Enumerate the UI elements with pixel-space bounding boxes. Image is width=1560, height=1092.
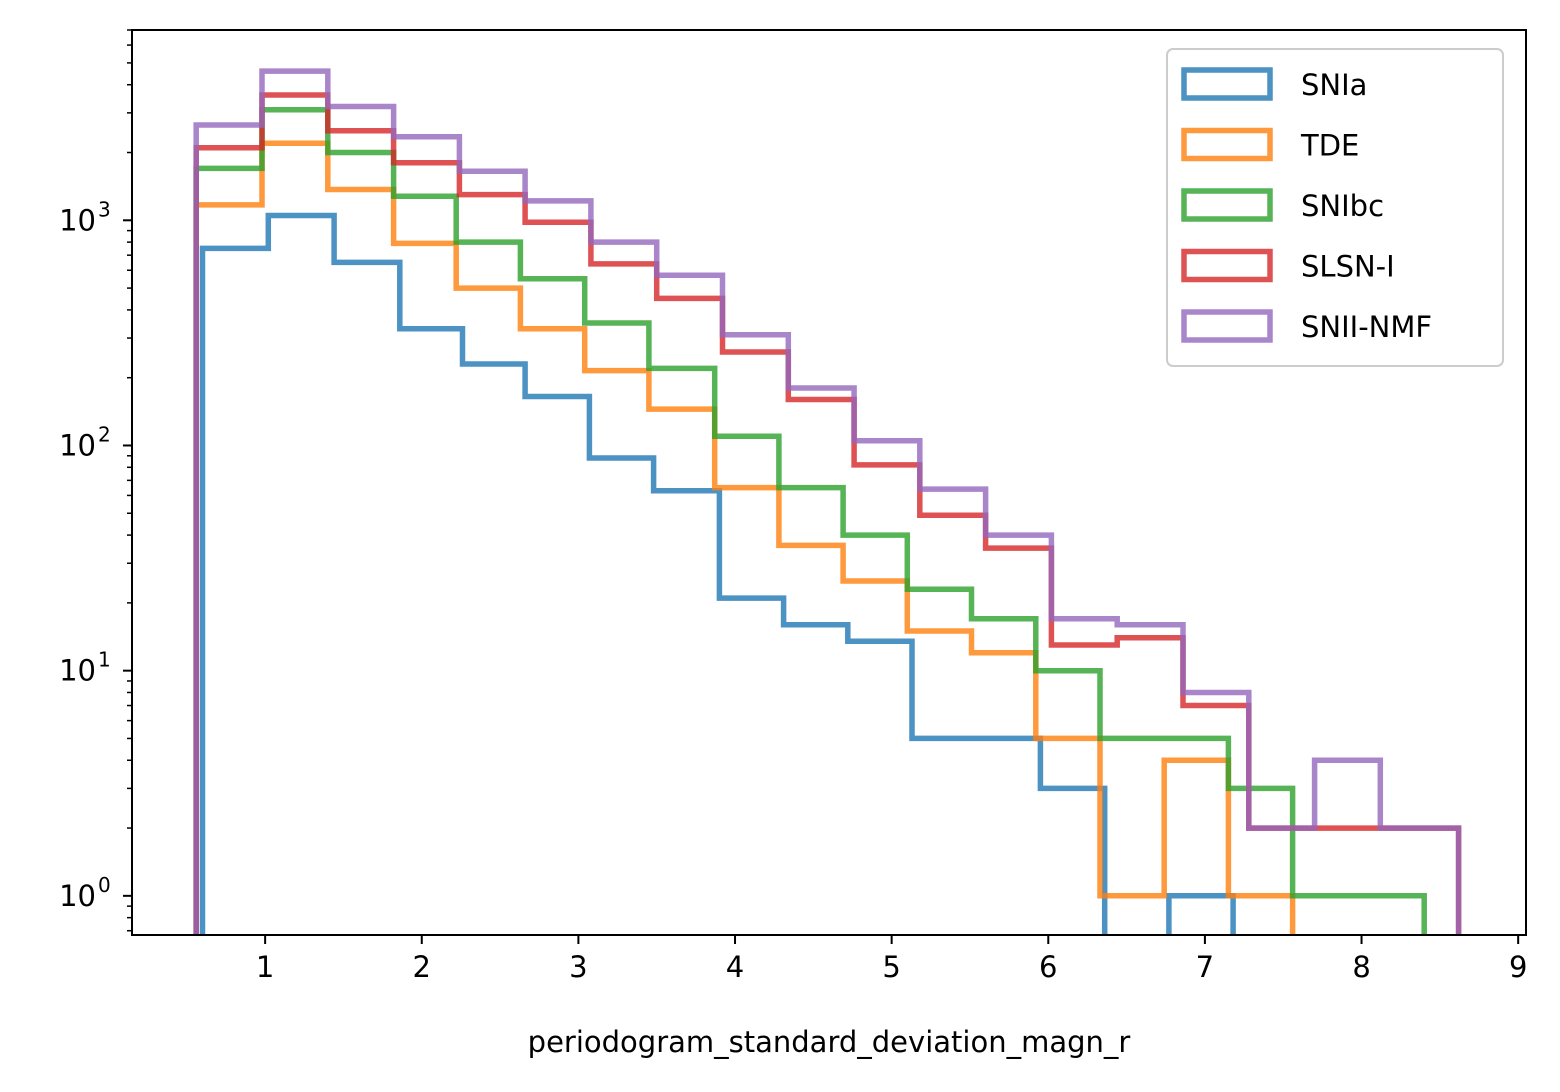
series-snia-outline xyxy=(199,212,1236,935)
legend-label-slsn-i: SLSN-I xyxy=(1301,250,1395,284)
x-axis: 1 2 3 4 5 6 7 8 9 xyxy=(256,935,1527,984)
x-tick-label: 4 xyxy=(726,950,744,984)
legend-swatch-slsn-i xyxy=(1181,248,1273,283)
y-tick-label: 10 xyxy=(59,879,96,913)
y-tick-exponent: 0 xyxy=(98,873,111,897)
series-snii-nmf-outline xyxy=(193,68,1462,935)
y-tick-exponent: 2 xyxy=(98,422,111,446)
x-tick-label: 7 xyxy=(1196,950,1214,984)
x-tick-label: 2 xyxy=(413,950,431,984)
legend-label-snii-nmf: SNII-NMF xyxy=(1301,310,1432,344)
y-tick-exponent: 1 xyxy=(98,648,111,672)
x-tick-label: 9 xyxy=(1509,950,1527,984)
plot-frame xyxy=(131,29,1527,936)
legend-label-snia: SNIa xyxy=(1301,68,1367,102)
legend-swatch-snibc xyxy=(1181,188,1273,222)
x-tick-label: 8 xyxy=(1352,950,1370,984)
series-tde-outline xyxy=(193,140,1296,935)
x-tick-label: 3 xyxy=(569,950,587,984)
y-tick-label: 10 xyxy=(59,654,96,688)
legend-swatch-snii-nmf xyxy=(1181,309,1273,343)
x-tick-label: 6 xyxy=(1039,950,1057,984)
x-tick-label: 5 xyxy=(882,950,900,984)
series-layer xyxy=(193,68,1462,935)
x-tick-label: 1 xyxy=(256,950,274,984)
legend-label-tde: TDE xyxy=(1300,129,1359,163)
series-snibc-outline xyxy=(193,106,1427,935)
x-axis-label: periodogram_standard_deviation_magn_r xyxy=(528,1025,1131,1059)
y-tick-label: 10 xyxy=(59,203,96,237)
legend: SNIa TDE SNIbc SLSN-I SNII-NMF xyxy=(1166,48,1504,367)
legend-swatch-tde xyxy=(1181,127,1273,162)
legend-label-snibc: SNIbc xyxy=(1301,189,1384,223)
legend-swatch-snia xyxy=(1181,67,1273,101)
y-tick-label: 10 xyxy=(59,428,96,462)
y-tick-exponent: 3 xyxy=(98,197,111,221)
